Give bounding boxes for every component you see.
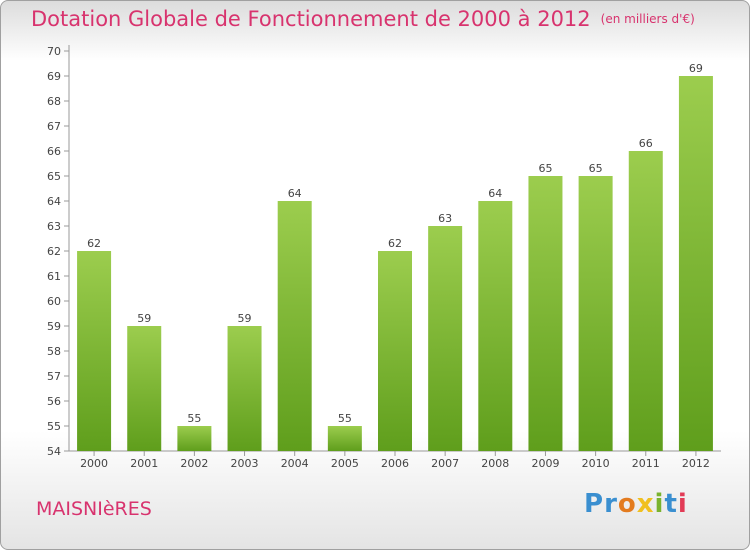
y-tick-label: 65 (47, 170, 61, 183)
x-tick-label: 2001 (130, 457, 158, 470)
logo-letter: r (604, 489, 618, 519)
data-label: 59 (137, 312, 151, 325)
data-label: 55 (338, 412, 352, 425)
y-tick-label: 57 (47, 370, 61, 383)
x-tick-label: 2002 (180, 457, 208, 470)
y-tick-label: 56 (47, 395, 61, 408)
bar (127, 326, 162, 451)
y-tick-label: 64 (47, 195, 61, 208)
bar (378, 251, 412, 451)
bar (327, 426, 362, 451)
y-tick-label: 58 (47, 345, 61, 358)
chart-title: Dotation Globale de Fonctionnement de 20… (31, 7, 695, 31)
y-tick-label: 55 (47, 420, 61, 433)
x-tick-label: 2010 (582, 457, 610, 470)
logo-letter: i (654, 489, 665, 519)
logo-letter: P (584, 489, 605, 519)
chart-unit: (en milliers d'€) (600, 12, 695, 26)
data-label: 62 (388, 237, 402, 250)
y-tick-label: 70 (47, 45, 61, 58)
bar (77, 251, 112, 451)
data-label: 64 (488, 187, 502, 200)
x-tick-label: 2004 (281, 457, 309, 470)
logo-letter: t (664, 489, 678, 519)
x-tick-label: 2008 (481, 457, 509, 470)
y-tick-label: 63 (47, 220, 61, 233)
data-label: 59 (238, 312, 252, 325)
data-label: 69 (689, 62, 703, 75)
x-tick-label: 2005 (331, 457, 359, 470)
bar (528, 176, 563, 451)
x-tick-label: 2009 (531, 457, 559, 470)
bar (177, 426, 212, 451)
commune-name: MAISNIèRES (36, 498, 152, 520)
bar (628, 151, 663, 451)
data-label: 66 (639, 137, 653, 150)
chart-title-text: Dotation Globale de Fonctionnement de 20… (31, 7, 591, 31)
y-tick-label: 69 (47, 70, 61, 83)
bar (578, 176, 613, 451)
y-tick-label: 54 (47, 445, 61, 458)
y-tick-label: 62 (47, 245, 61, 258)
data-labels: 62 59 55 59 64 55 62 63 64 65 65 66 69 (87, 62, 703, 425)
proxiti-logo[interactable]: Proxiti (584, 489, 688, 519)
bar (428, 226, 463, 451)
axes: 54 55 56 57 58 59 60 61 62 63 64 65 66 67 68 69 70 2000 20… (47, 45, 721, 470)
logo-letter: o (617, 489, 637, 519)
x-tick-label: 2007 (431, 457, 459, 470)
data-label: 63 (438, 212, 452, 225)
y-tick-label: 67 (47, 120, 61, 133)
data-label: 64 (288, 187, 302, 200)
data-label: 65 (538, 162, 552, 175)
data-label: 65 (589, 162, 603, 175)
x-tick-label: 2000 (80, 457, 108, 470)
bar (227, 326, 262, 451)
bar (678, 76, 713, 451)
x-tick-label: 2006 (381, 457, 409, 470)
y-tick-label: 66 (47, 145, 61, 158)
logo-letter: x (636, 489, 655, 519)
data-label: 55 (187, 412, 201, 425)
y-tick-label: 59 (47, 320, 61, 333)
x-tick-label: 2012 (682, 457, 710, 470)
x-tick-label: 2011 (632, 457, 660, 470)
bar (478, 201, 513, 451)
bar (277, 201, 312, 451)
logo-letter: i (677, 489, 688, 519)
x-tick-label: 2003 (231, 457, 259, 470)
bars (77, 76, 713, 451)
y-tick-label: 61 (47, 270, 61, 283)
data-label: 62 (87, 237, 101, 250)
y-tick-label: 68 (47, 95, 61, 108)
y-tick-label: 60 (47, 295, 61, 308)
